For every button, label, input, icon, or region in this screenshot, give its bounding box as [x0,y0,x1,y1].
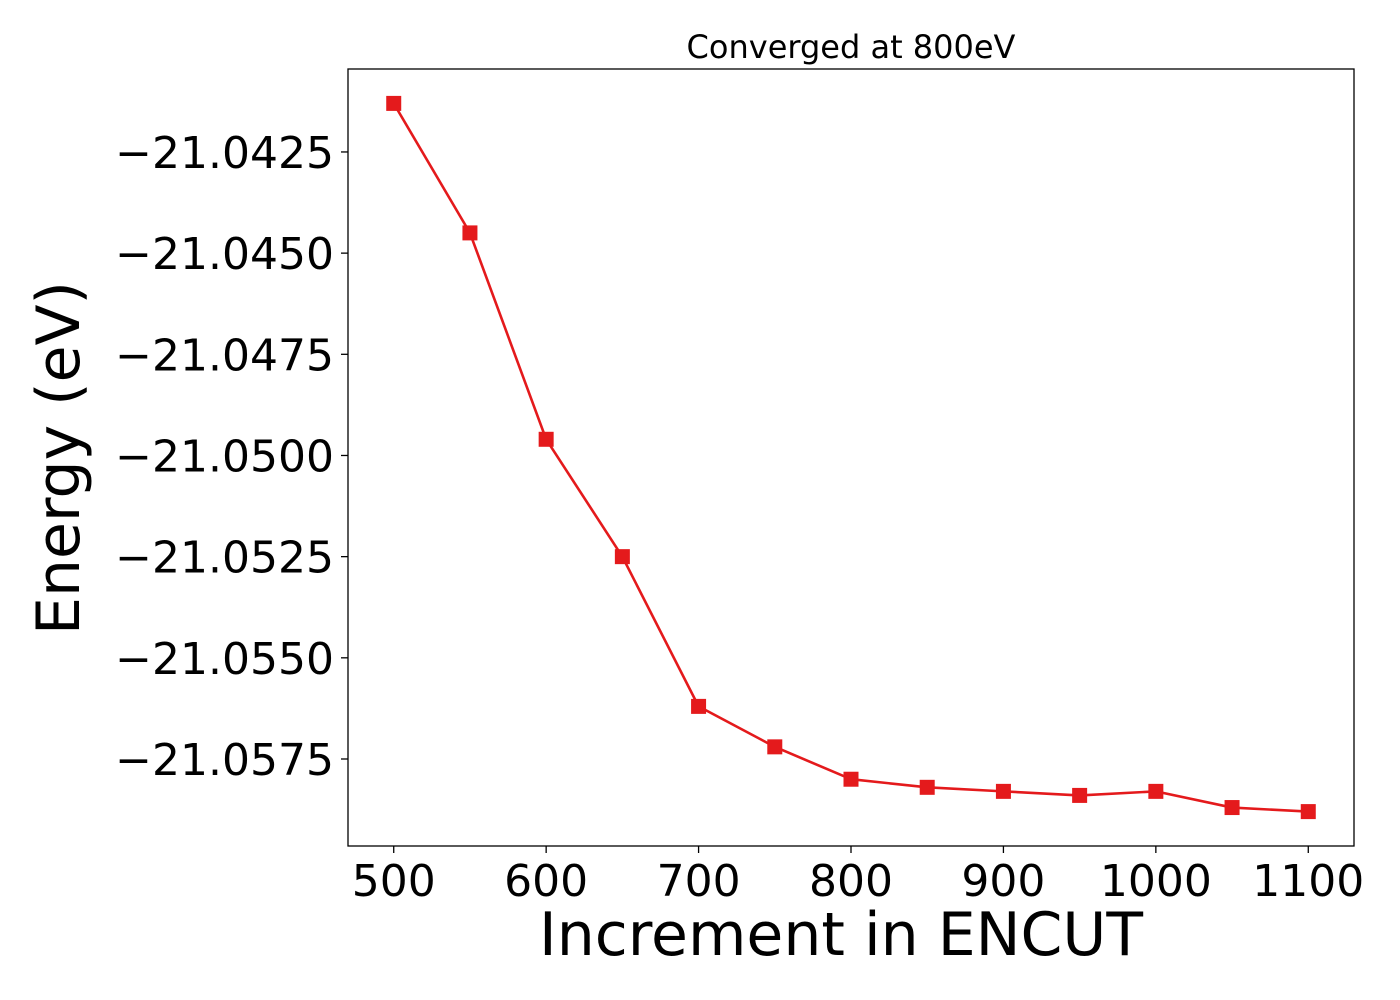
axis-ticks: 500 600 700 800 900 1000 1100 −21.0425 −21.0450 −… [115,128,1364,907]
data-point-marker [1300,804,1316,820]
x-tick-label: 500 [352,856,436,907]
y-tick-label: −21.0500 [115,431,334,482]
x-tick-label: 700 [657,856,741,907]
data-point-marker [386,95,402,111]
y-tick-label: −21.0525 [115,533,334,584]
x-tick-label: 1100 [1252,856,1364,907]
y-tick-label: −21.0475 [115,330,334,381]
data-point-marker [1072,787,1088,803]
x-axis-label: Increment in ENCUT [539,900,1143,970]
data-point-marker [1148,783,1164,799]
x-tick-label: 600 [504,856,588,907]
x-tick-label: 900 [961,856,1045,907]
series-layer [386,95,1316,820]
plot-frame [347,68,1355,847]
y-tick-label: −21.0550 [115,634,334,685]
y-tick-label: −21.0450 [115,229,334,280]
data-point-marker [767,739,783,755]
chart-title: Converged at 800eV [687,28,1016,66]
data-point-marker [843,771,859,787]
y-axis-label: Energy (eV) [24,281,94,635]
x-tick-label: 800 [809,856,893,907]
data-point-marker [691,698,707,714]
y-tick-label: −21.0425 [115,128,334,179]
y-tick-label: −21.0575 [115,735,334,786]
data-point-marker [538,431,554,447]
data-point-marker [919,779,935,795]
x-tick-label: 1000 [1100,856,1212,907]
data-point-marker [462,225,478,241]
data-point-marker [995,783,1011,799]
data-point-marker [614,549,630,565]
data-point-marker [1224,800,1240,816]
